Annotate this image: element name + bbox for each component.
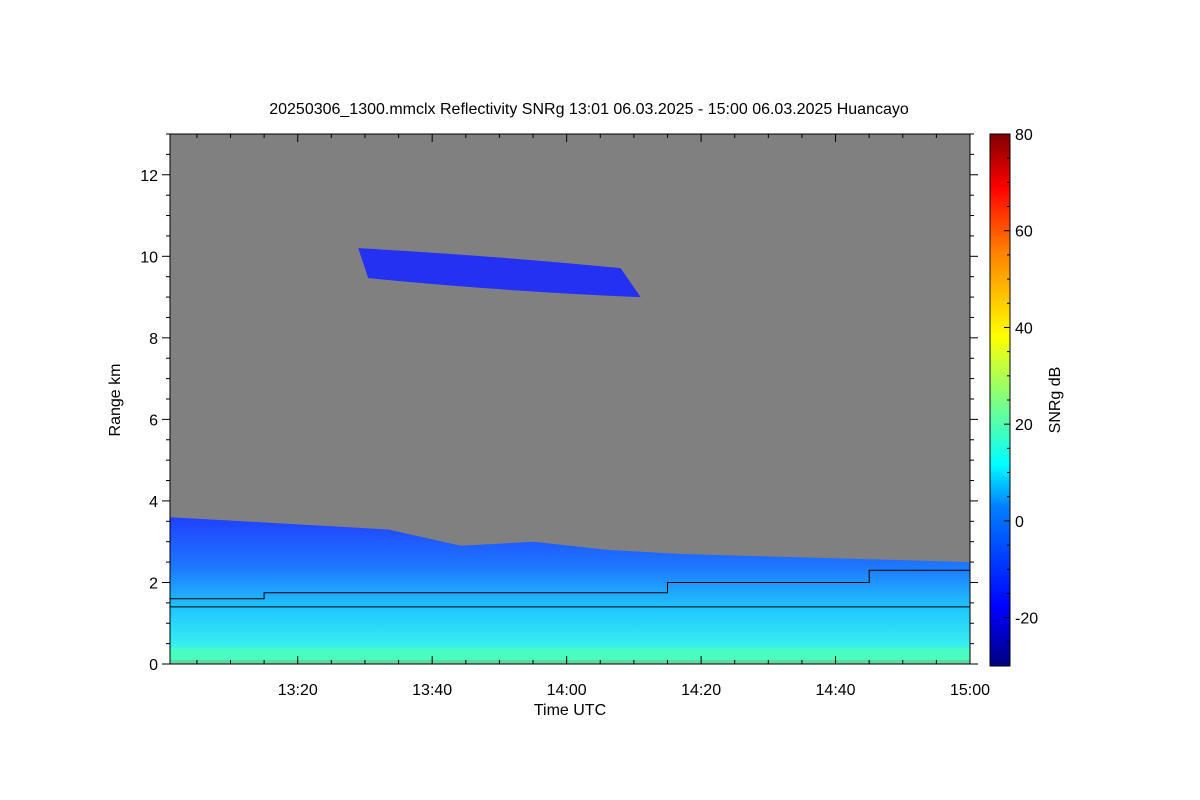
low-cloud-layer [170,517,970,660]
x-tick-label: 15:00 [950,682,990,699]
x-tick-label: 13:20 [278,682,318,699]
cirrus-layer [358,248,641,298]
y-tick-label: 6 [149,412,158,429]
colorbar-tick-label: 80 [1015,127,1033,144]
colorbar-tick-label: 20 [1015,417,1033,434]
y-tick-label: 0 [149,657,158,674]
y-tick-label: 2 [149,575,158,592]
x-tick-label: 13:40 [412,682,452,699]
y-tick-label: 10 [140,249,158,266]
colorbar-tick-label: 60 [1015,224,1033,241]
y-axis-label: Range km [107,364,124,437]
x-axis-label: Time UTC [534,702,606,719]
y-tick-label: 8 [149,331,158,348]
x-tick-label: 14:20 [681,682,721,699]
surface-clutter [170,647,970,664]
colorbar-label: SNRg dB [1047,367,1064,434]
colorbar-tick-label: 0 [1015,514,1024,531]
chart-title: 20250306_1300.mmclx Reflectivity SNRg 13… [269,101,909,118]
x-tick-label: 14:40 [816,682,856,699]
line-step [170,569,970,600]
y-tick-label: 12 [140,168,158,185]
y-tick-label: 4 [149,494,158,511]
colorbar-tick-label: 40 [1015,320,1033,337]
colorbar-tick-label: -20 [1015,611,1038,628]
x-tick-label: 14:00 [547,682,587,699]
